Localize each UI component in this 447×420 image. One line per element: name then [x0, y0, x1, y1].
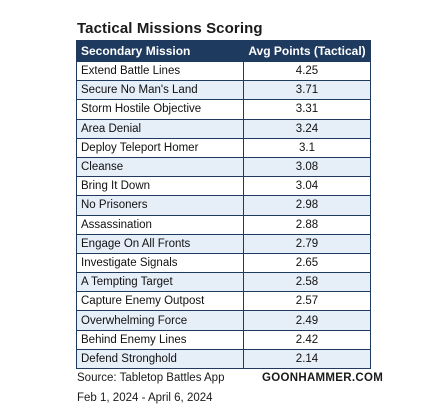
mission-name-cell: Cleanse [76, 156, 244, 178]
chart-title: Tactical Missions Scoring [77, 20, 263, 37]
table-row: No Prisoners 2.98 [76, 195, 371, 216]
mission-name-cell: Capture Enemy Outpost [76, 291, 244, 312]
mission-name-cell: Extend Battle Lines [76, 60, 244, 82]
avg-points-cell: 3.31 [243, 99, 371, 120]
mission-name-cell: A Tempting Target [76, 272, 244, 293]
avg-points-cell: 2.57 [243, 291, 371, 312]
mission-name-cell: Bring It Down [76, 176, 244, 197]
avg-points-cell: 3.04 [243, 176, 371, 197]
avg-points-cell: 2.14 [243, 348, 371, 370]
mission-name-cell: Defend Stronghold [76, 348, 244, 370]
mission-name-cell: No Prisoners [76, 195, 244, 216]
mission-name-cell: Storm Hostile Objective [76, 99, 244, 120]
mission-name-cell: Area Denial [76, 118, 244, 139]
date-range: Feb 1, 2024 - April 6, 2024 [77, 392, 213, 404]
mission-name-cell: Behind Enemy Lines [76, 329, 244, 350]
table-row: Engage On All Fronts 2.79 [76, 233, 371, 254]
avg-points-cell: 2.58 [243, 272, 371, 293]
avg-points-cell: 2.65 [243, 252, 371, 274]
avg-points-cell: 2.42 [243, 329, 371, 350]
mission-name-cell: Investigate Signals [76, 252, 244, 274]
avg-points-cell: 2.49 [243, 310, 371, 331]
avg-points-cell: 3.1 [243, 137, 371, 158]
table-row: Area Denial 3.24 [76, 118, 371, 139]
avg-points-cell: 2.88 [243, 214, 371, 235]
table-row: Storm Hostile Objective 3.31 [76, 99, 371, 120]
avg-points-cell: 3.24 [243, 118, 371, 139]
table-header-row: Secondary Mission Avg Points (Tactical) [76, 40, 371, 62]
table-row: Behind Enemy Lines 2.42 [76, 329, 371, 350]
column-header-mission: Secondary Mission [76, 40, 244, 62]
table-row: A Tempting Target 2.58 [76, 272, 371, 293]
avg-points-cell: 2.98 [243, 195, 371, 216]
source-note: Source: Tabletop Battles App [77, 372, 225, 384]
table-row: Secure No Man's Land 3.71 [76, 80, 371, 101]
mission-name-cell: Engage On All Fronts [76, 233, 244, 254]
avg-points-cell: 4.25 [243, 60, 371, 82]
table-row: Defend Stronghold 2.14 [76, 348, 371, 370]
brand-link[interactable]: GOONHAMMER.COM [262, 372, 384, 384]
table-row: Deploy Teleport Homer 3.1 [76, 137, 371, 158]
avg-points-cell: 3.71 [243, 80, 371, 101]
avg-points-cell: 3.08 [243, 156, 371, 178]
mission-name-cell: Overwhelming Force [76, 310, 244, 331]
table-row: Bring It Down 3.04 [76, 176, 371, 197]
missions-table: Secondary Mission Avg Points (Tactical) … [76, 40, 371, 370]
table-row: Investigate Signals 2.65 [76, 252, 371, 274]
table-body: Extend Battle Lines 4.25 Secure No Man's L… [76, 60, 371, 370]
mission-name-cell: Secure No Man's Land [76, 80, 244, 101]
table-row: Extend Battle Lines 4.25 [76, 60, 371, 82]
table-row: Assassination 2.88 [76, 214, 371, 235]
table-row: Cleanse 3.08 [76, 156, 371, 178]
avg-points-cell: 2.79 [243, 233, 371, 254]
table-row: Overwhelming Force 2.49 [76, 310, 371, 331]
mission-name-cell: Assassination [76, 214, 244, 235]
column-header-points: Avg Points (Tactical) [243, 40, 371, 62]
table-row: Capture Enemy Outpost 2.57 [76, 291, 371, 312]
mission-name-cell: Deploy Teleport Homer [76, 137, 244, 158]
